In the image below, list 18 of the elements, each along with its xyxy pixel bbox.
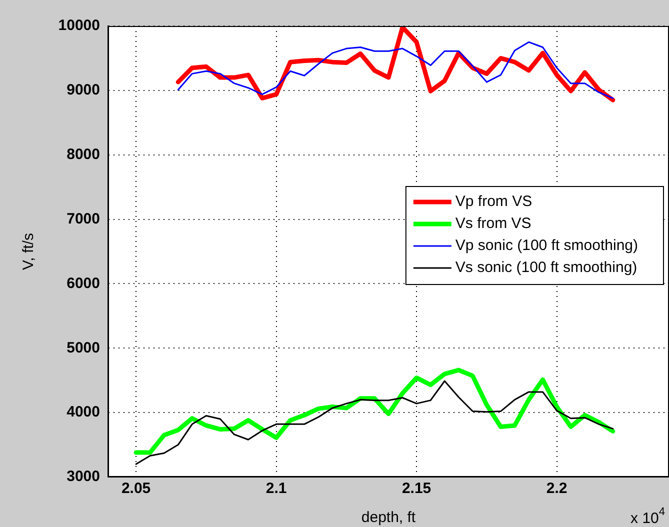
y-tick-label: 7000	[66, 210, 100, 228]
x-tick-label: 2.15	[402, 480, 432, 498]
legend-label: Vp from VS	[455, 193, 532, 210]
y-tick-label: 3000	[66, 468, 100, 486]
y-tick-label: 8000	[66, 146, 100, 163]
y-tick-label: 4000	[66, 404, 100, 421]
y-axis-title: V, ft/s	[20, 233, 38, 270]
legend-label: Vs from VS	[455, 215, 532, 232]
y-tick-label: 10000	[58, 17, 100, 34]
y-tick-label: 9000	[66, 82, 100, 99]
y-tick-label: 6000	[66, 274, 100, 292]
x-tick-label: 2.05	[121, 480, 151, 498]
x-tick-label: 2.1	[266, 480, 287, 498]
y-tick-label: 5000	[66, 339, 100, 356]
x-tick-label: 2.2	[546, 480, 568, 498]
x-axis-title: depth, ft	[361, 509, 416, 526]
legend-label: Vp sonic (100 ft smoothing)	[455, 237, 638, 254]
legend-label: Vs sonic (100 ft smoothing)	[455, 259, 638, 276]
